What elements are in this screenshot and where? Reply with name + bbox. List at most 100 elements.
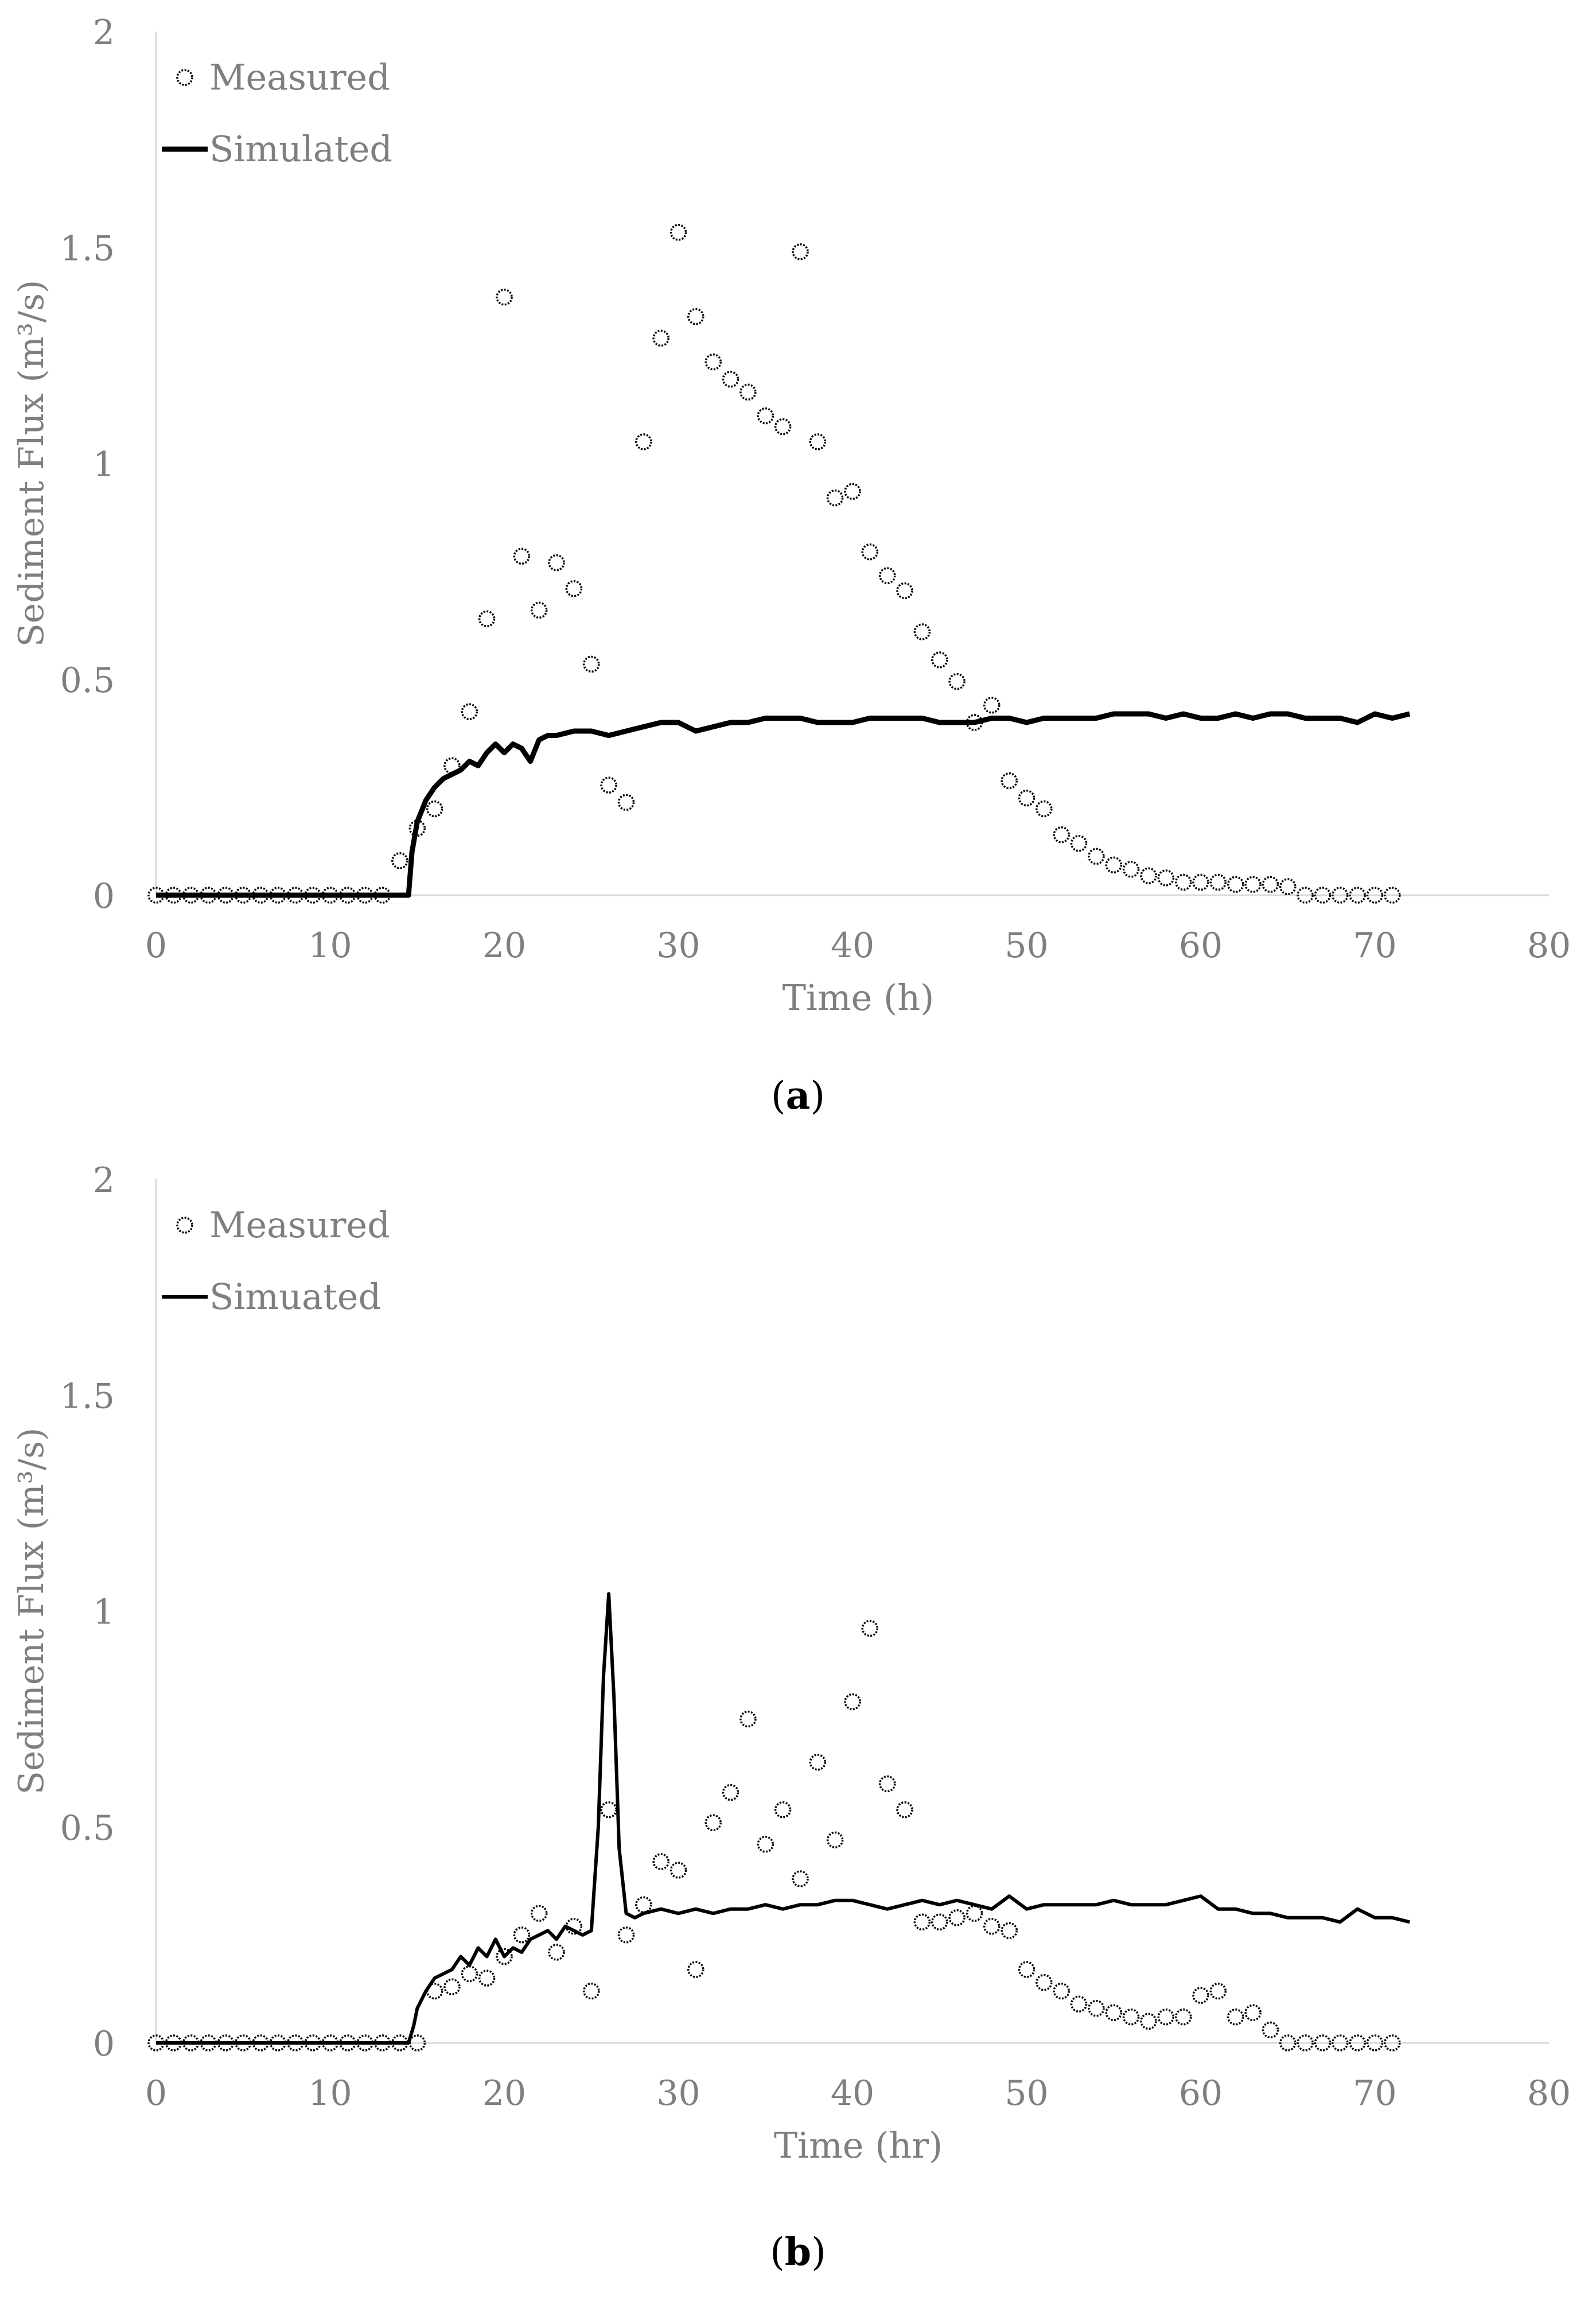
legend-label-simulated: Simulated: [209, 128, 392, 170]
measured-point: [966, 1905, 983, 1922]
measured-point: [1192, 873, 1209, 891]
measured-point: [844, 483, 861, 500]
measured-point: [1018, 789, 1036, 807]
measured-point: [1174, 2008, 1192, 2026]
measured-point: [391, 852, 408, 869]
measured-point: [1122, 2008, 1140, 2026]
measured-point: [913, 1913, 931, 1931]
measured-point: [948, 1909, 966, 1926]
measured-point: [1332, 2034, 1349, 2052]
simulated-line: [156, 711, 1411, 898]
legend-marker-measured: [176, 1217, 193, 1234]
measured-point: [739, 383, 757, 401]
measured-point: [1366, 2034, 1384, 2052]
x-tick-label: 40: [831, 926, 874, 966]
measured-point: [1262, 876, 1279, 893]
measured-point: [548, 1944, 565, 1961]
measured-point: [1140, 2012, 1157, 2030]
measured-point: [826, 1831, 844, 1849]
measured-point: [652, 1853, 669, 1870]
measured-point: [983, 697, 1001, 714]
measured-point: [774, 418, 792, 436]
x-axis-title: Time (hr): [774, 2124, 943, 2166]
measured-point: [809, 1754, 827, 1771]
y-tick-label: 1.5: [60, 228, 115, 269]
x-tick-label: 50: [1005, 2073, 1048, 2113]
y-axis-title: Sediment Flux (m³/s): [11, 280, 52, 647]
x-tick-label: 60: [1179, 2073, 1223, 2113]
measured-point: [757, 1836, 774, 1853]
measured-point: [426, 800, 443, 818]
measured-point: [1349, 2034, 1366, 2052]
measured-point: [635, 433, 652, 450]
measured-point: [931, 651, 948, 669]
chart-a: 0 10 20 30 40 50 60 70 80 0 0.5 1 1.5 2 Time (h) Sedime…: [11, 13, 1571, 1019]
legend-label-simulated: Simuated: [209, 1276, 381, 1318]
measured-point: [1297, 887, 1314, 904]
x-tick-label: 10: [308, 2073, 352, 2113]
x-tick-label: 20: [482, 2073, 526, 2113]
caption-a: (a): [770, 1073, 826, 1118]
chart-b: 0 10 20 30 40 50 60 70 80 0 0.5 1 1.5 2 Time (hr) Sedim…: [11, 1160, 1571, 2166]
measured-point: [1314, 2034, 1332, 2052]
measured-point: [1244, 2004, 1262, 2022]
measured-point: [513, 547, 531, 565]
y-tick-label: 1.5: [60, 1376, 115, 1416]
measured-point: [1349, 887, 1366, 904]
measured-point: [652, 329, 669, 347]
x-tick-label: 20: [482, 926, 526, 966]
simulated-line: [156, 1592, 1410, 2045]
measured-point: [1036, 800, 1053, 818]
measured-point: [583, 655, 600, 673]
measured-point: [1279, 2034, 1297, 2052]
measured-point: [1227, 876, 1244, 893]
measured-point: [1105, 2004, 1123, 2022]
measured-point: [896, 582, 913, 600]
measured-point: [687, 308, 704, 325]
measured-point: [1122, 861, 1140, 878]
measured-point: [757, 407, 774, 425]
measured-point: [1070, 1995, 1088, 2013]
measured-point: [1192, 1987, 1209, 2004]
measured-point: [878, 567, 896, 584]
y-tick-label: 0: [93, 2024, 115, 2064]
measured-point: [1018, 1961, 1036, 1978]
measured-point: [513, 1926, 531, 1944]
x-axis-title: Time (h): [783, 977, 935, 1019]
measured-point: [687, 1961, 704, 1978]
measured-point: [496, 1948, 513, 1965]
measured-point: [1366, 887, 1384, 904]
caption-b: (b): [770, 2229, 826, 2274]
measured-point: [1209, 873, 1227, 891]
measured-point: [496, 289, 513, 306]
x-tick-label: 70: [1353, 2073, 1396, 2113]
measured-point: [461, 1965, 478, 1983]
measured-point: [1001, 772, 1018, 790]
measured-point: [669, 224, 687, 241]
measured-point: [1332, 887, 1349, 904]
measured-point: [1088, 2000, 1105, 2017]
measured-point: [1227, 2008, 1244, 2026]
x-tick-label: 40: [831, 2073, 874, 2113]
measured-point: [896, 1801, 913, 1819]
y-axis-title: Sediment Flux (m³/s): [11, 1428, 52, 1795]
measured-point: [913, 623, 931, 640]
measured-point: [478, 1969, 496, 1987]
measured-point: [1157, 2008, 1175, 2026]
measured-point: [844, 1693, 861, 1711]
measured-point: [1262, 2021, 1279, 2039]
measured-point: [878, 1775, 896, 1793]
measured-point: [1157, 869, 1175, 887]
x-tick-label: 30: [656, 2073, 700, 2113]
measured-point: [617, 1926, 635, 1944]
x-tick-label: 0: [145, 2073, 167, 2113]
measured-point: [704, 353, 722, 371]
x-tick-label: 10: [308, 926, 352, 966]
y-tick-label: 1: [93, 445, 115, 485]
measured-point: [1209, 1982, 1227, 2000]
measured-point: [739, 1710, 757, 1728]
measured-point: [1088, 848, 1105, 865]
y-tick-label: 0.5: [60, 661, 115, 701]
measured-point: [1070, 834, 1088, 852]
measured-point: [565, 580, 583, 597]
